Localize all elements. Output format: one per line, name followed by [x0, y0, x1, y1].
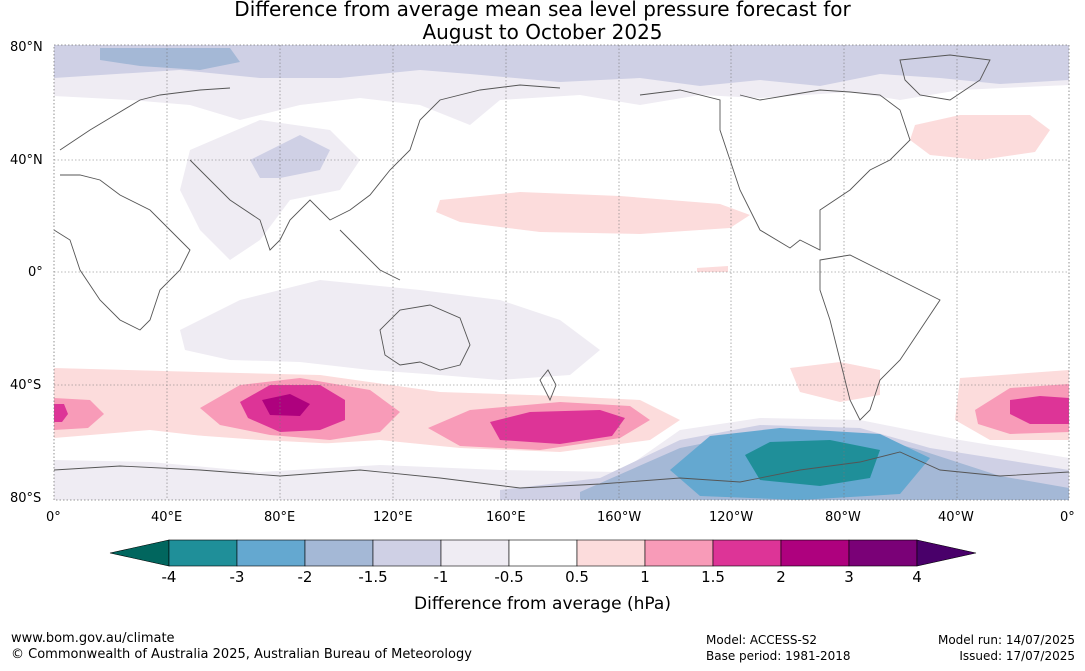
- anomaly-region: [54, 398, 104, 430]
- model-run-date: Model run: 14/07/2025: [937, 633, 1075, 647]
- anomaly-region: [436, 192, 750, 234]
- lon-label: 40°W: [938, 510, 974, 525]
- lon-label: 160°E: [486, 510, 526, 525]
- colorbar-bin: [780, 539, 850, 567]
- coastlines: [54, 54, 1069, 489]
- colorbar-bin: [644, 539, 714, 567]
- lon-label: 120°E: [373, 510, 413, 525]
- lat-label: 0°: [28, 265, 43, 280]
- coast-africa-europe: [54, 87, 231, 331]
- issued-date: Issued: 17/07/2025: [959, 649, 1075, 663]
- lon-label: 80°E: [264, 510, 296, 525]
- lat-label: 80°S: [10, 491, 42, 506]
- lon-label: 80°W: [825, 510, 861, 525]
- lon-label: 0°: [1060, 510, 1075, 525]
- title-line-1: Difference from average mean sea level p…: [234, 0, 851, 21]
- coast-south-america: [819, 254, 941, 421]
- anomaly-region: [697, 266, 728, 272]
- colorbar-bin: [508, 539, 578, 567]
- lon-label: 40°E: [151, 510, 183, 525]
- colorbar-bin: [372, 539, 442, 567]
- colorbar-tick-label: 1: [640, 568, 650, 586]
- colorbar-bin: [440, 539, 510, 567]
- coast-asia: [189, 84, 561, 281]
- lon-label: 160°W: [597, 510, 642, 525]
- coast-north-america: [639, 89, 911, 251]
- colorbar-tick-label: -2: [297, 568, 313, 586]
- coast-australia: [379, 304, 471, 371]
- colorbar-tick-label: 4: [912, 568, 922, 586]
- coast-antarctica: [54, 451, 1069, 489]
- colorbar-tick-label: -1: [433, 568, 449, 586]
- copyright-text: © Commonwealth of Australia 2025, Austra…: [11, 647, 472, 662]
- colorbar-min-arrow: [109, 539, 170, 567]
- colorbar-tick-label: 2: [776, 568, 786, 586]
- colorbar-tick-label: 0.5: [565, 568, 589, 586]
- colorbar: [109, 539, 977, 567]
- anomaly-region: [745, 440, 880, 486]
- lon-label: 0°: [46, 510, 61, 525]
- coast-greenland: [899, 54, 991, 101]
- anomaly-region: [250, 135, 330, 178]
- map-title: Difference from average mean sea level p…: [0, 0, 1085, 44]
- anomaly-region: [910, 115, 1050, 160]
- anomaly-region: [54, 45, 1069, 86]
- anomaly-region: [100, 48, 240, 70]
- anomaly-region: [180, 280, 600, 380]
- colorbar-bin: [236, 539, 306, 567]
- colorbar-bin: [848, 539, 918, 567]
- colorbar-bin: [576, 539, 646, 567]
- anomaly-shading: [54, 45, 1069, 500]
- colorbar-max-arrow: [916, 539, 977, 567]
- title-line-2: August to October 2025: [422, 20, 663, 44]
- colorbar-bin: [168, 539, 238, 567]
- anomaly-region: [54, 432, 430, 470]
- website-link[interactable]: www.bom.gov.au/climate: [11, 631, 175, 646]
- colorbar-tick-label: 3: [844, 568, 854, 586]
- colorbar-tick-label: -3: [229, 568, 245, 586]
- anomaly-region: [54, 404, 68, 422]
- colorbar-tick-label: -0.5: [494, 568, 524, 586]
- gridlines: [54, 45, 1069, 500]
- anomaly-region: [262, 394, 310, 416]
- base-period: Base period: 1981-2018: [706, 649, 851, 663]
- colorbar-title: Difference from average (hPa): [414, 594, 671, 614]
- colorbar-bin: [712, 539, 782, 567]
- lat-label: 80°N: [10, 40, 43, 55]
- lat-label: 40°S: [10, 378, 42, 393]
- map-frame: [53, 44, 1070, 501]
- anomaly-region: [490, 410, 625, 444]
- colorbar-tick-label: 1.5: [701, 568, 725, 586]
- lon-label: 120°W: [709, 510, 754, 525]
- model-name: Model: ACCESS-S2: [706, 633, 818, 647]
- anomaly-region: [790, 362, 880, 402]
- colorbar-tick-label: -4: [161, 568, 177, 586]
- colorbar-bin: [304, 539, 374, 567]
- anomaly-region: [1010, 396, 1069, 424]
- colorbar-tick-label: -1.5: [358, 568, 388, 586]
- lat-label: 40°N: [10, 153, 43, 168]
